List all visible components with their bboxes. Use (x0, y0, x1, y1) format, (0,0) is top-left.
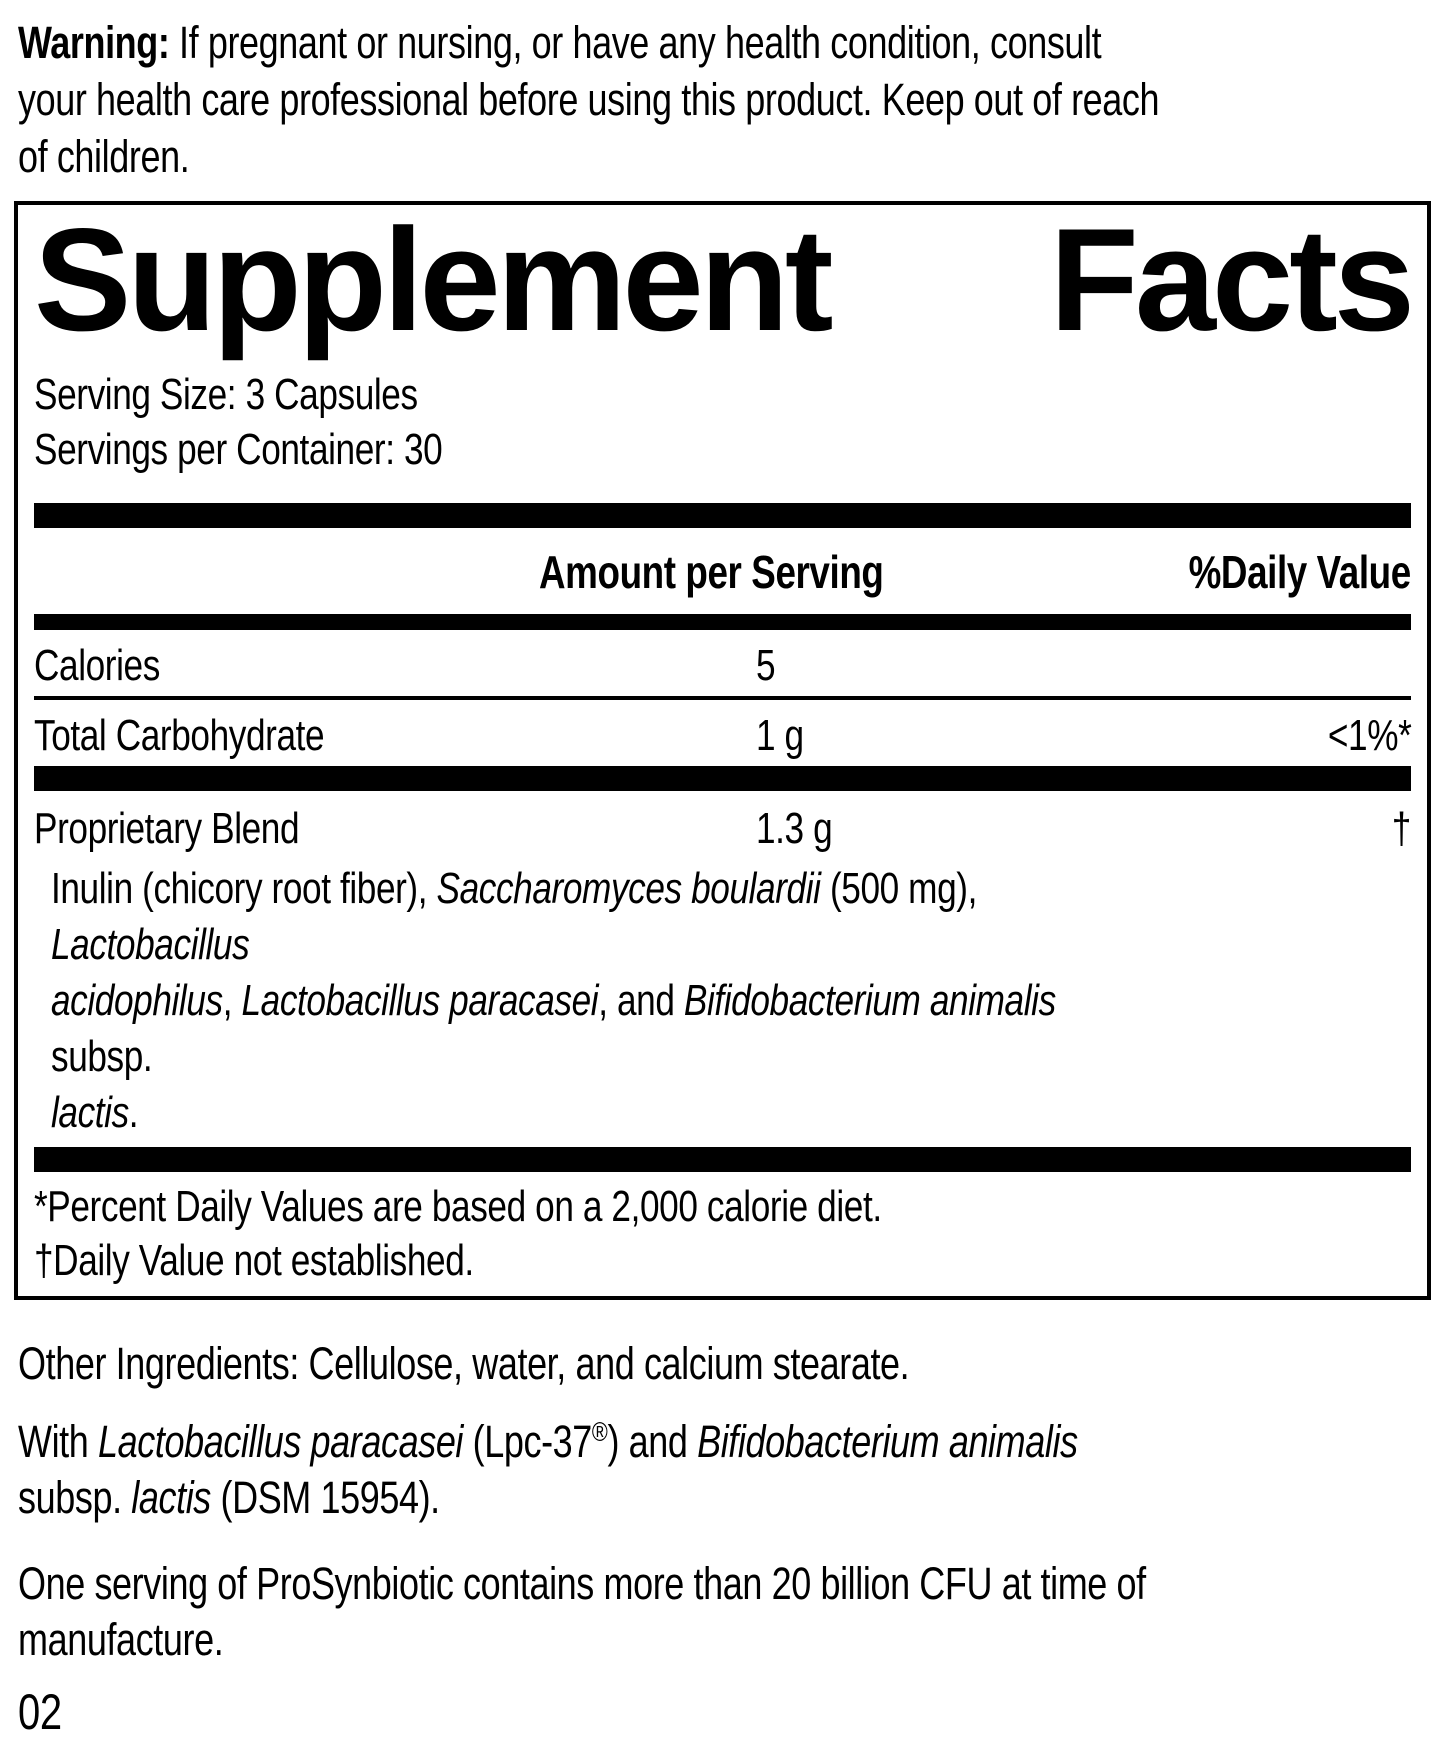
warning-text: Warning: If pregnant or nursing, or have… (18, 14, 1445, 185)
serving-size-line: Serving Size: 3 Capsules (34, 370, 418, 419)
supplement-facts-panel: Supplement Facts Serving Size: 3 Capsule… (14, 201, 1431, 1300)
thick-divider-middle (34, 766, 1411, 791)
servings-per-container-line: Servings per Container: 30 (34, 425, 443, 474)
divider-under-header (34, 614, 1411, 630)
serving-info: Serving Size: 3 Capsules Servings per Co… (34, 367, 1411, 477)
other-ingredients-text: Other Ingredients: Cellulose, water, and… (18, 1338, 910, 1389)
panel-footnotes: *Percent Daily Values are based on a 2,0… (34, 1180, 1411, 1288)
row-total-carbohydrate: Total Carbohydrate 1 g <1%* (34, 708, 1411, 764)
strain-note-text: With Lactobacillus paracasei (Lpc-37®) a… (18, 1416, 1078, 1523)
page-number: 02 (18, 1684, 62, 1740)
row-proprietary-blend: Proprietary Blend 1.3 g † (34, 801, 1411, 857)
thin-divider (34, 696, 1411, 700)
thick-divider-bottom (34, 1147, 1411, 1172)
amount-per-serving-header: Amount per Serving (539, 546, 884, 598)
row-calories: Calories 5 (34, 638, 1411, 694)
thick-divider-top (34, 503, 1411, 528)
footnote-percent-daily-value: *Percent Daily Values are based on a 2,0… (34, 1182, 882, 1231)
nutrient-daily-value: † (1391, 804, 1412, 853)
panel-title-word-supplement: Supplement (34, 198, 834, 361)
nutrient-amount: 5 (756, 641, 776, 690)
nutrient-daily-value: <1%* (1327, 711, 1411, 760)
daily-value-header: %Daily Value (1188, 546, 1412, 598)
cfu-note-text: One serving of ProSynbiotic contains mor… (18, 1558, 1146, 1665)
panel-title-word-facts: Facts (1049, 198, 1415, 361)
proprietary-blend-ingredients: Inulin (chicory root fiber), Saccharomyc… (51, 864, 1056, 1137)
nutrient-amount: 1.3 g (756, 804, 833, 853)
column-header-row: Amount per Serving %Daily Value (34, 544, 1411, 600)
nutrient-name: Calories (34, 641, 160, 690)
nutrient-name: Proprietary Blend (34, 804, 300, 853)
supplement-facts-inner: Supplement Facts Serving Size: 3 Capsule… (34, 198, 1415, 1288)
nutrient-name: Total Carbohydrate (34, 711, 325, 760)
panel-title: Supplement Facts (34, 198, 1415, 361)
footnote-daily-value-not-established: †Daily Value not established. (34, 1236, 474, 1285)
warning-text-content: Warning: If pregnant or nursing, or have… (18, 17, 1160, 182)
nutrient-amount: 1 g (756, 711, 804, 760)
